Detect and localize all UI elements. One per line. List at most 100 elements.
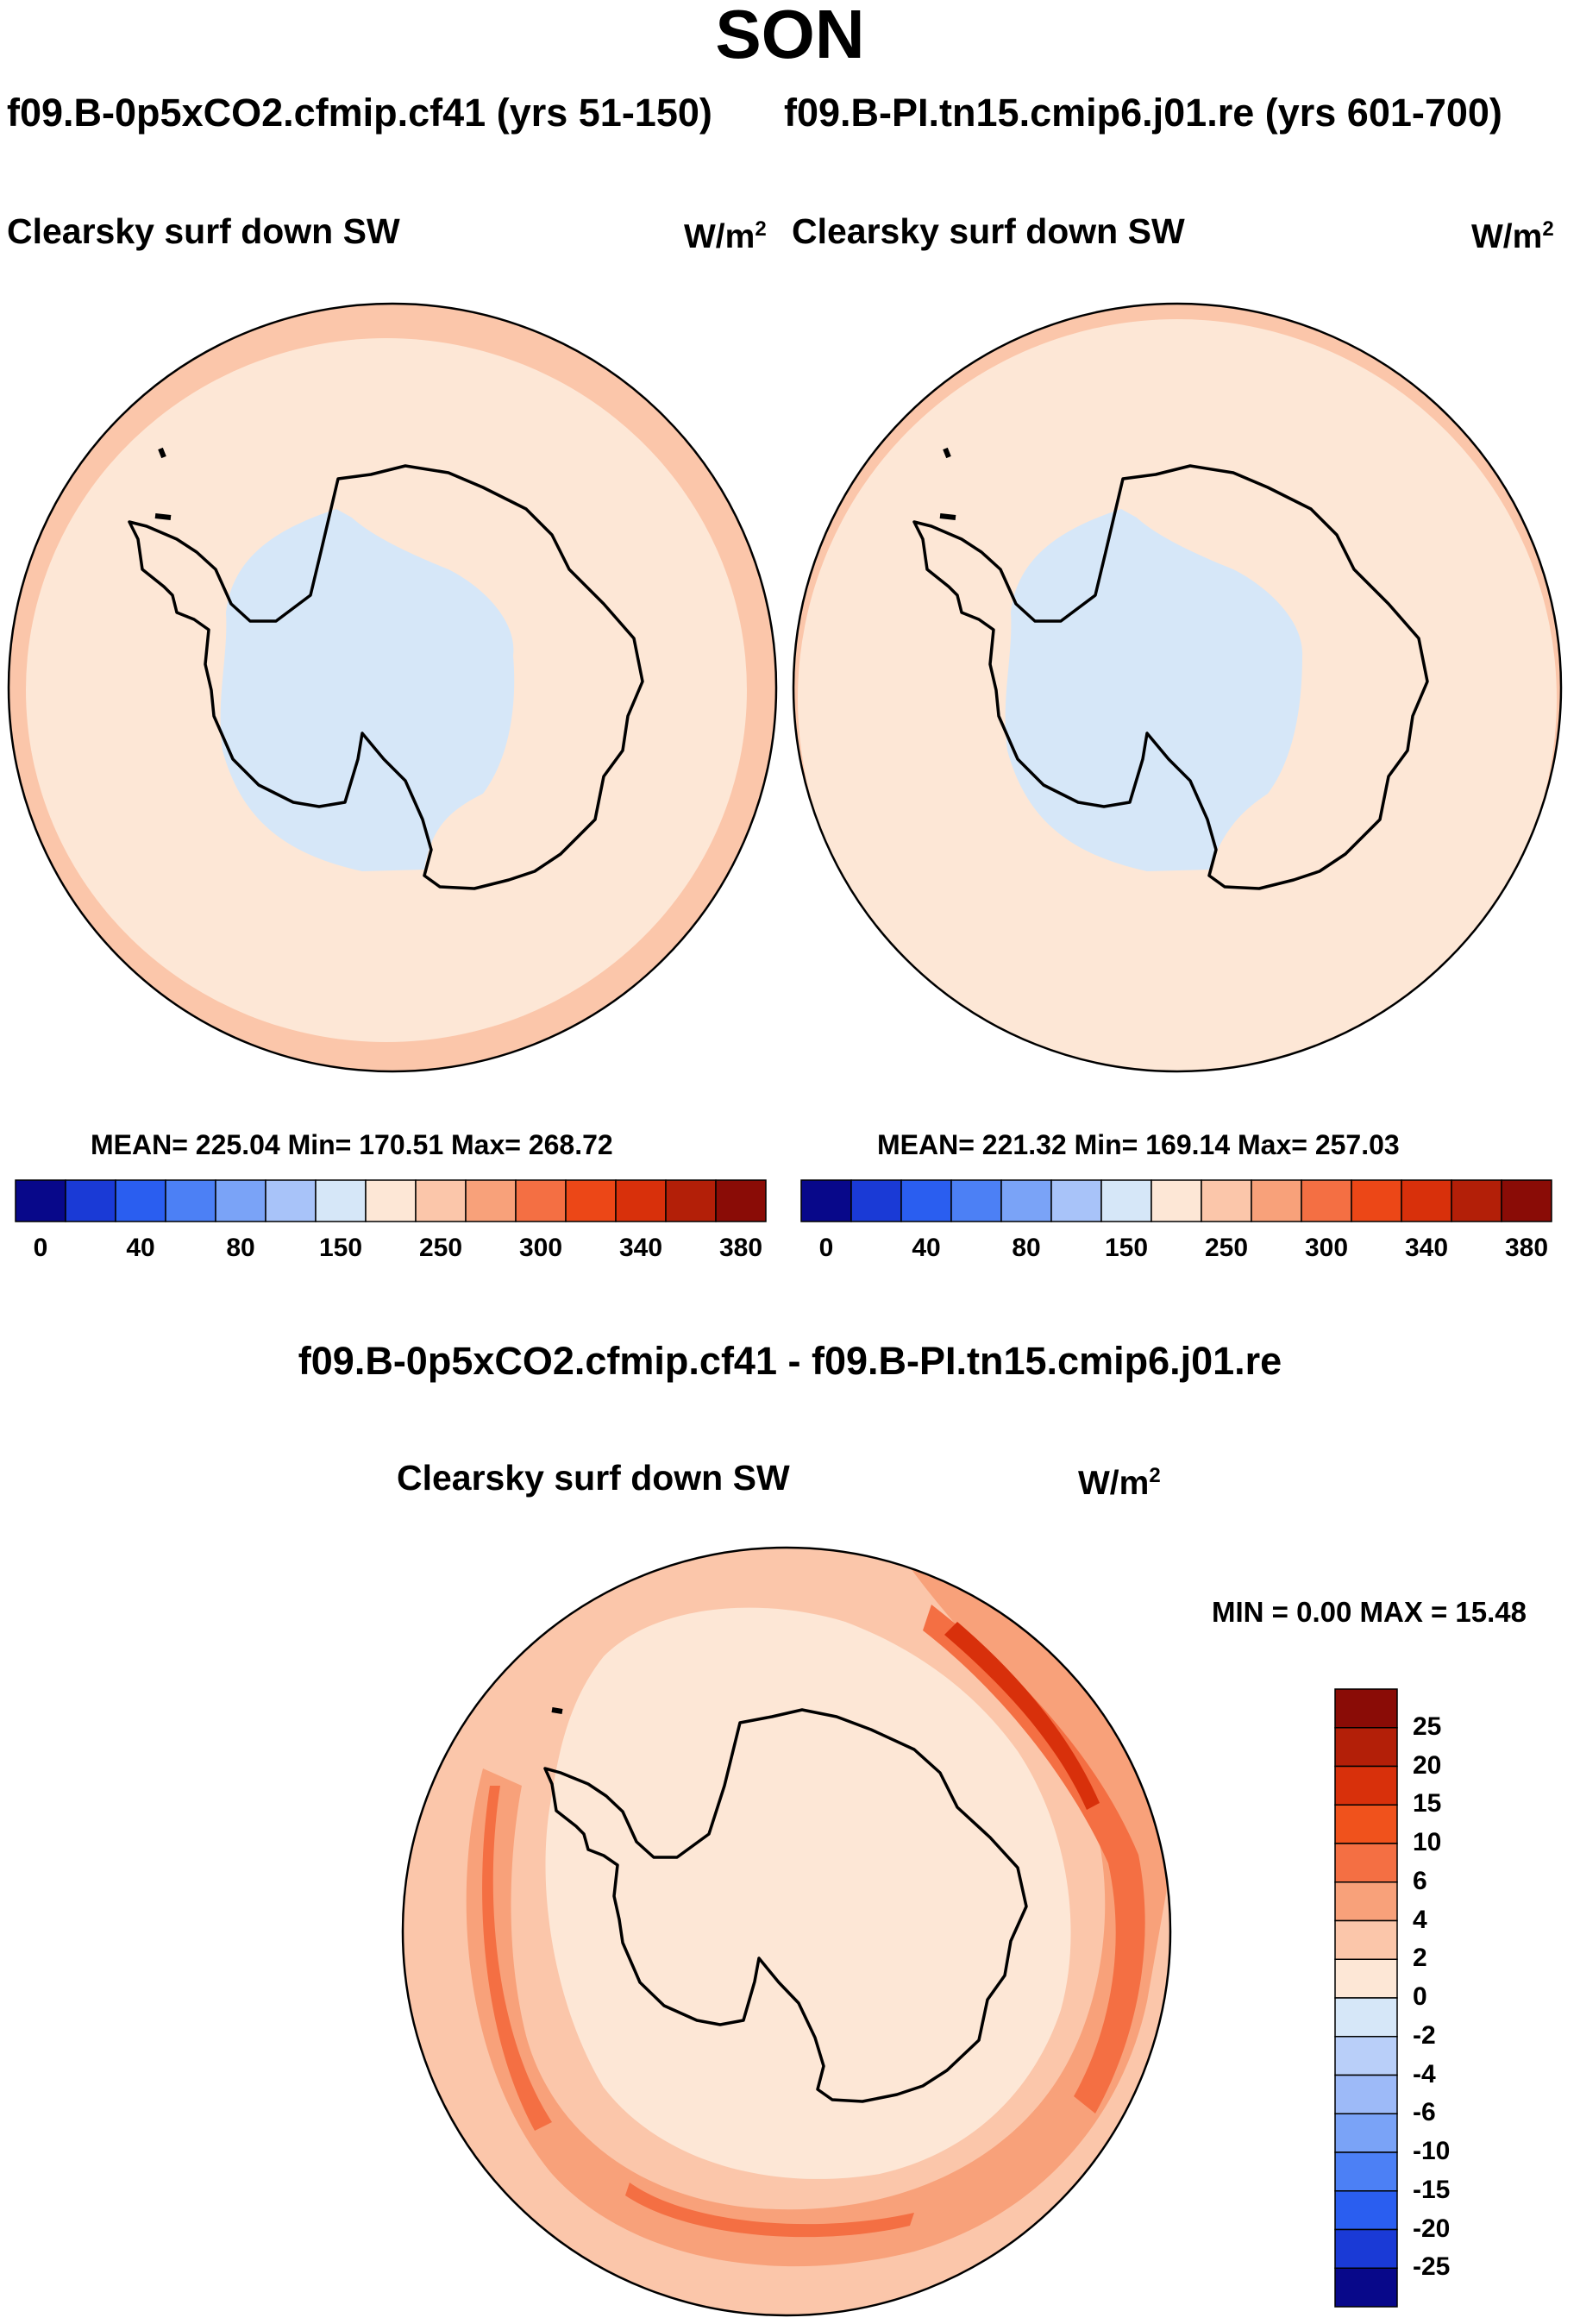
- difference-unit: W/m2: [1078, 1464, 1161, 1502]
- difference-colorbar: [1334, 1688, 1398, 2308]
- colorbar-swatch: [1334, 2151, 1398, 2192]
- colorbar-swatch: [1334, 1958, 1398, 1999]
- colorbar-swatch: [1334, 1688, 1398, 1729]
- panel-a-antarctica-coastline: [128, 464, 644, 890]
- colorbar-swatch: [1251, 1179, 1302, 1222]
- difference-colorbar-labels: 25 20 15 10 6 4 2 0 -2 -4 -6 -10 -15 -20 -25: [1413, 1689, 1499, 2307]
- difference-title: f09.B-0p5xCO2.cfmip.cf41 - f09.B-PI.tn15…: [298, 1339, 1282, 1383]
- colorbar-swatch: [365, 1179, 417, 1222]
- difference-variable: Clearsky surf down SW: [397, 1458, 790, 1498]
- colorbar-swatch: [315, 1179, 367, 1222]
- colorbar-tick-label: -25: [1413, 2252, 1451, 2282]
- colorbar-swatch: [265, 1179, 317, 1222]
- colorbar-swatch: [1050, 1179, 1102, 1222]
- colorbar-swatch: [1334, 1997, 1398, 2038]
- colorbar-tick-label: -4: [1413, 2059, 1436, 2088]
- colorbar-swatch: [1334, 2074, 1398, 2114]
- colorbar-swatch: [65, 1179, 116, 1222]
- panel-b-antarctica-coastline: [912, 464, 1429, 890]
- panel-a-map-border: [7, 302, 778, 1073]
- colorbar-tick-label: -6: [1413, 2098, 1436, 2127]
- panel-b-unit: W/m2: [1471, 217, 1554, 255]
- colorbar-tick-label: 4: [1413, 1905, 1427, 1934]
- colorbar-tick-label: 340: [618, 1234, 663, 1262]
- colorbar-swatch: [1351, 1179, 1402, 1222]
- colorbar-tick-label: 250: [1204, 1234, 1249, 1262]
- panel-b-colorbar: [800, 1179, 1552, 1222]
- colorbar-swatch: [1501, 1179, 1552, 1222]
- colorbar-swatch: [1334, 1881, 1398, 1922]
- colorbar-tick-label: 150: [318, 1234, 363, 1262]
- colorbar-swatch: [900, 1179, 952, 1222]
- difference-island: [551, 1707, 563, 1714]
- colorbar-swatch: [515, 1179, 567, 1222]
- colorbar-tick-label: 0: [818, 1234, 834, 1262]
- panel-b-variable: Clearsky surf down SW: [792, 211, 1185, 251]
- difference-high-band-west: [482, 1786, 552, 2131]
- difference-minmax: MIN = 0.00 MAX = 15.48: [1212, 1596, 1527, 1628]
- colorbar-swatch: [1334, 1765, 1398, 1806]
- colorbar-tick-label: -10: [1413, 2137, 1451, 2165]
- panel-b-island: [939, 513, 956, 520]
- colorbar-tick-label: 15: [1413, 1789, 1442, 1818]
- colorbar-swatch: [1334, 2036, 1398, 2076]
- colorbar-tick-label: 380: [1504, 1234, 1549, 1262]
- run-a-title: f09.B-0p5xCO2.cfmip.cf41 (yrs 51-150): [7, 91, 712, 135]
- colorbar-tick-label: 80: [226, 1234, 255, 1262]
- colorbar-tick-label: -20: [1413, 2214, 1451, 2243]
- colorbar-tick-label: 380: [718, 1234, 763, 1262]
- colorbar-swatch: [1401, 1179, 1452, 1222]
- colorbar-swatch: [165, 1179, 216, 1222]
- panel-a-colorbar: [15, 1179, 767, 1222]
- colorbar-tick-label: 80: [1012, 1234, 1041, 1262]
- panel-b-colorbar-labels: 0 40 80 150 250 300 340 380: [801, 1234, 1552, 1268]
- difference-peak-band: [944, 1622, 1100, 1810]
- panel-b-island: [943, 447, 951, 459]
- colorbar-tick-label: 40: [126, 1234, 155, 1262]
- colorbar-swatch: [1451, 1179, 1502, 1222]
- colorbar-swatch: [565, 1179, 617, 1222]
- colorbar-swatch: [800, 1179, 852, 1222]
- colorbar-tick-label: 40: [912, 1234, 941, 1262]
- run-b-title: f09.B-PI.tn15.cmip6.j01.re (yrs 601-700): [784, 91, 1502, 135]
- colorbar-tick-label: 6: [1413, 1866, 1427, 1895]
- panel-a-variable: Clearsky surf down SW: [7, 211, 400, 251]
- colorbar-swatch: [1201, 1179, 1252, 1222]
- panel-a-island: [154, 513, 172, 520]
- difference-map-border: [401, 1546, 1172, 2317]
- colorbar-tick-label: 0: [1413, 1982, 1427, 2011]
- colorbar-tick-label: 2: [1413, 1944, 1427, 1973]
- colorbar-tick-label: 10: [1413, 1828, 1442, 1856]
- colorbar-swatch: [415, 1179, 467, 1222]
- panel-b-map-border: [792, 302, 1563, 1073]
- colorbar-swatch: [1334, 2228, 1398, 2269]
- colorbar-swatch: [1334, 2113, 1398, 2153]
- panel-a-island: [158, 447, 166, 459]
- colorbar-tick-label: 250: [418, 1234, 463, 1262]
- colorbar-swatch: [715, 1179, 767, 1222]
- colorbar-tick-label: 300: [1304, 1234, 1349, 1262]
- colorbar-swatch: [215, 1179, 266, 1222]
- colorbar-tick-label: 25: [1413, 1712, 1442, 1741]
- figure-season-title: SON: [715, 0, 865, 72]
- panel-a-interior-low-region: [220, 509, 515, 871]
- colorbar-swatch: [1334, 2267, 1398, 2308]
- difference-high-band-south: [625, 2183, 914, 2238]
- colorbar-tick-label: -15: [1413, 2175, 1451, 2204]
- colorbar-swatch: [15, 1179, 66, 1222]
- colorbar-swatch: [465, 1179, 517, 1222]
- panel-a-colorbar-labels: 0 40 80 150 250 300 340 380: [16, 1234, 766, 1268]
- colorbar-tick-label: 20: [1413, 1750, 1442, 1780]
- difference-inner-field: [545, 1607, 1071, 2179]
- difference-antarctica-coastline: [543, 1708, 1028, 2103]
- colorbar-swatch: [1334, 1804, 1398, 1844]
- colorbar-swatch: [1334, 1843, 1398, 1883]
- colorbar-tick-label: 340: [1404, 1234, 1449, 1262]
- panel-a-unit: W/m2: [684, 217, 767, 255]
- colorbar-tick-label: 150: [1104, 1234, 1149, 1262]
- colorbar-swatch: [1151, 1179, 1202, 1222]
- panel-b-interior-low-region: [1005, 509, 1303, 871]
